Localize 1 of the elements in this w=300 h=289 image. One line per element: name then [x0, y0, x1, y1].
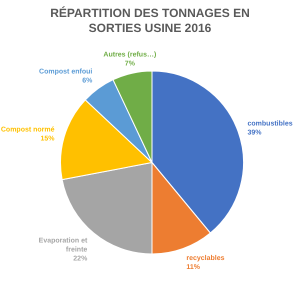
chart-title: RÉPARTITION DES TONNAGES EN SORTIES USINE 2016	[49, 5, 251, 35]
